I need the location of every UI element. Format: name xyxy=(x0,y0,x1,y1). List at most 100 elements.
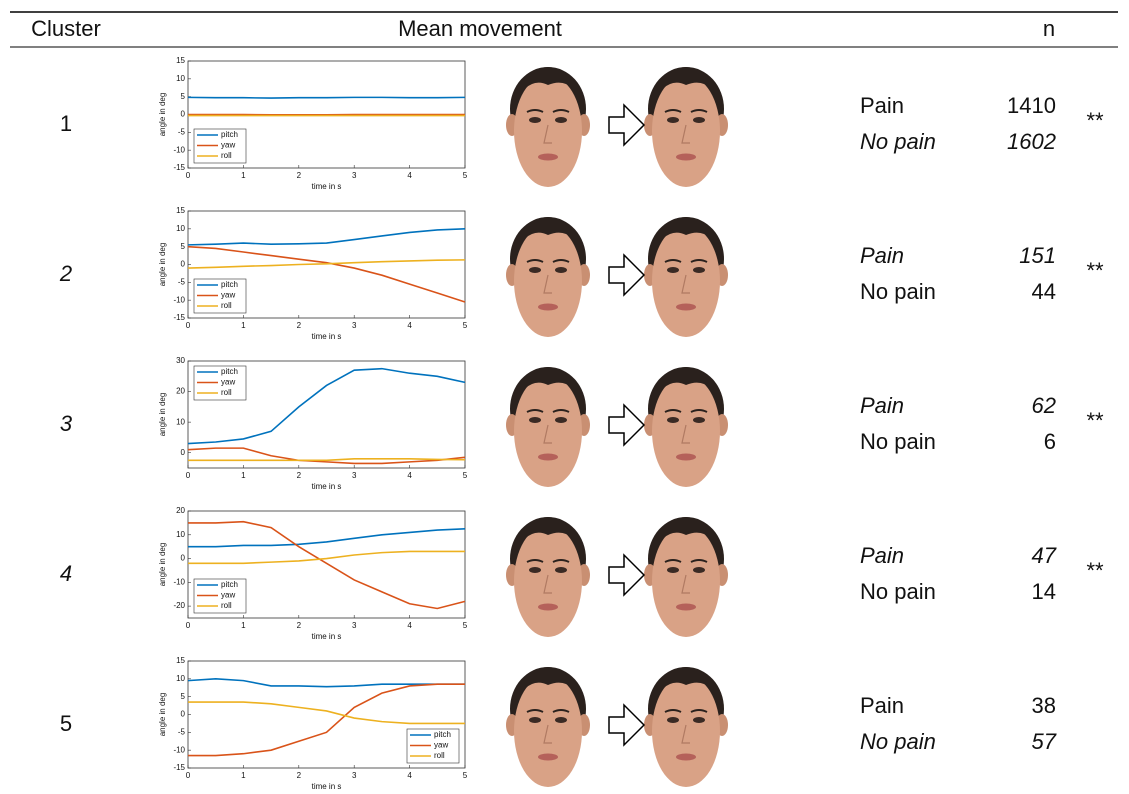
x-tick-label: 3 xyxy=(352,771,357,780)
figure: Cluster Mean movement n 1Pain1410No pain… xyxy=(0,0,1129,794)
y-tick-label: -15 xyxy=(173,163,185,172)
group-label: Pain xyxy=(860,93,904,118)
face-mouth xyxy=(538,604,558,611)
x-tick-label: 0 xyxy=(186,771,191,780)
face-eye xyxy=(693,117,705,123)
face-eye xyxy=(555,567,567,573)
arrow xyxy=(609,255,644,295)
legend-label: roll xyxy=(221,388,232,397)
legend-label: yaw xyxy=(434,741,448,750)
legend-label: roll xyxy=(221,601,232,610)
y-axis-label: angle in deg xyxy=(158,93,167,137)
face-mouth xyxy=(676,454,696,461)
legend-label: pitch xyxy=(221,130,238,139)
face-eye xyxy=(667,567,679,573)
face-mouth xyxy=(676,304,696,311)
x-tick-label: 2 xyxy=(297,771,302,780)
legend-label: yaw xyxy=(221,141,235,150)
face-mouth xyxy=(676,154,696,161)
face-eye xyxy=(529,417,541,423)
x-tick-label: 2 xyxy=(297,171,302,180)
legend-label: pitch xyxy=(221,280,238,289)
y-tick-label: 5 xyxy=(181,692,186,701)
face-skin xyxy=(514,525,582,637)
legend-label: pitch xyxy=(221,367,238,376)
face-eye xyxy=(529,717,541,723)
x-tick-label: 4 xyxy=(407,321,412,330)
group-label: Pain xyxy=(860,243,904,268)
face-mouth xyxy=(676,604,696,611)
y-axis-label: angle in deg xyxy=(158,393,167,437)
face-eye xyxy=(667,417,679,423)
y-tick-label: 10 xyxy=(176,74,185,83)
x-axis-label: time in s xyxy=(312,632,342,641)
y-tick-label: 30 xyxy=(176,356,185,365)
group-n: 47 xyxy=(1032,543,1057,568)
x-tick-label: 4 xyxy=(407,771,412,780)
face-image xyxy=(506,67,590,187)
face-eye xyxy=(555,717,567,723)
group-label: No pain xyxy=(860,129,936,154)
group-n: 1602 xyxy=(1007,129,1056,154)
group-label: Pain xyxy=(860,693,904,718)
legend-label: roll xyxy=(221,301,232,310)
y-tick-label: -5 xyxy=(178,277,186,286)
y-tick-label: 15 xyxy=(176,656,185,665)
group-label: No pain xyxy=(860,729,936,754)
group-n: 151 xyxy=(1019,243,1056,268)
arrow xyxy=(609,105,644,145)
y-axis-label: angle in deg xyxy=(158,543,167,587)
x-tick-label: 4 xyxy=(407,621,412,630)
cluster-id: 1 xyxy=(60,111,72,136)
face-skin xyxy=(514,225,582,337)
x-tick-label: 5 xyxy=(463,471,468,480)
face-mouth xyxy=(676,754,696,761)
y-tick-label: -10 xyxy=(173,745,185,754)
face-eye xyxy=(555,417,567,423)
face-skin xyxy=(652,675,720,787)
face-image xyxy=(506,367,590,487)
face-skin xyxy=(514,375,582,487)
y-tick-label: 20 xyxy=(176,387,185,396)
cluster-id: 2 xyxy=(59,261,72,286)
face-eye xyxy=(529,567,541,573)
face-image xyxy=(506,517,590,637)
cluster-id: 3 xyxy=(60,411,73,436)
arrow xyxy=(609,555,644,595)
face-skin xyxy=(514,675,582,787)
group-label: No pain xyxy=(860,429,936,454)
group-n: 6 xyxy=(1044,429,1056,454)
significance: ** xyxy=(1086,258,1104,283)
y-tick-label: 10 xyxy=(176,224,185,233)
x-tick-label: 1 xyxy=(241,471,246,480)
x-tick-label: 1 xyxy=(241,321,246,330)
group-n: 14 xyxy=(1032,579,1056,604)
y-tick-label: 10 xyxy=(176,674,185,683)
y-tick-label: -20 xyxy=(173,601,185,610)
y-tick-label: 10 xyxy=(176,417,185,426)
arrow xyxy=(609,405,644,445)
face-image xyxy=(644,67,728,187)
face-skin xyxy=(514,75,582,187)
x-tick-label: 3 xyxy=(352,471,357,480)
x-tick-label: 0 xyxy=(186,171,191,180)
x-tick-label: 1 xyxy=(241,171,246,180)
group-n: 62 xyxy=(1032,393,1056,418)
x-tick-label: 0 xyxy=(186,321,191,330)
face-eye xyxy=(667,117,679,123)
y-tick-label: -5 xyxy=(178,727,186,736)
header-cluster: Cluster xyxy=(31,16,101,41)
face-mouth xyxy=(538,454,558,461)
face-skin xyxy=(652,225,720,337)
group-n: 44 xyxy=(1032,279,1056,304)
significance: ** xyxy=(1086,558,1104,583)
face-skin xyxy=(652,75,720,187)
face-image xyxy=(644,217,728,337)
y-tick-label: -10 xyxy=(173,145,185,154)
face-eye xyxy=(529,267,541,273)
x-tick-label: 5 xyxy=(463,621,468,630)
face-eye xyxy=(693,717,705,723)
x-tick-label: 3 xyxy=(352,621,357,630)
legend-label: yaw xyxy=(221,378,235,387)
x-tick-label: 2 xyxy=(297,321,302,330)
